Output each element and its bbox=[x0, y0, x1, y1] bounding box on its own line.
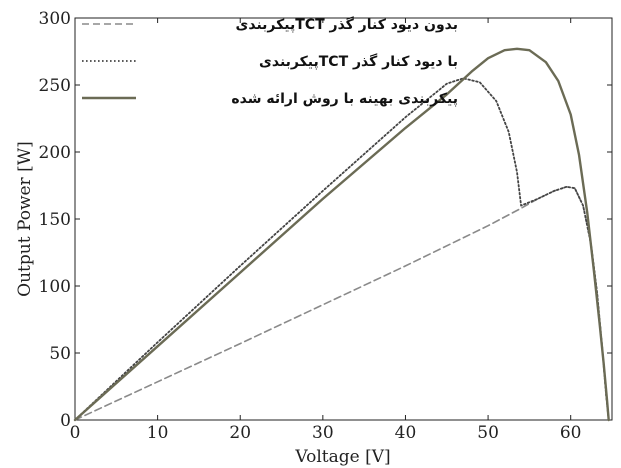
x-axis-title: Voltage [V] bbox=[294, 447, 390, 467]
y-tick-label: 300 bbox=[39, 9, 71, 29]
y-tick-label: 0 bbox=[60, 411, 71, 431]
legend-label-1: پیکربندیTCT بدون دیود کنار گذر bbox=[236, 16, 458, 33]
y-tick-label: 150 bbox=[39, 210, 71, 230]
x-tick-label: 50 bbox=[477, 423, 499, 443]
x-tick-label: 30 bbox=[312, 423, 334, 443]
series-line-1 bbox=[74, 186, 610, 421]
series-line-2 bbox=[74, 77, 610, 421]
series-layer bbox=[73, 47, 610, 422]
x-tick-label: 0 bbox=[70, 423, 81, 443]
x-tick-label: 60 bbox=[560, 423, 582, 443]
plot-area-frame bbox=[74, 17, 613, 421]
series-line-3 bbox=[73, 47, 610, 422]
x-axis-ticks: 0 10 20 30 40 50 60 bbox=[70, 18, 582, 443]
legend-label-3: پیکربندی بهینه با روش ارائه شده bbox=[231, 91, 458, 107]
y-axis-ticks: 0 50 100 150 200 250 300 bbox=[39, 9, 612, 431]
legend-label-2: پیکربندیTCT با دیود کنار گذر bbox=[259, 53, 458, 70]
y-tick-label: 100 bbox=[39, 277, 71, 297]
legend: پیکربندیTCT بدون دیود کنار گذر پیکربندیTC… bbox=[82, 16, 458, 107]
y-tick-label: 50 bbox=[49, 344, 71, 364]
x-tick-label: 10 bbox=[147, 423, 169, 443]
x-tick-label: 40 bbox=[395, 423, 417, 443]
y-tick-label: 250 bbox=[39, 76, 71, 96]
x-tick-label: 20 bbox=[229, 423, 251, 443]
y-axis-title: Output Power [W] bbox=[15, 141, 35, 297]
y-tick-label: 200 bbox=[39, 143, 71, 163]
